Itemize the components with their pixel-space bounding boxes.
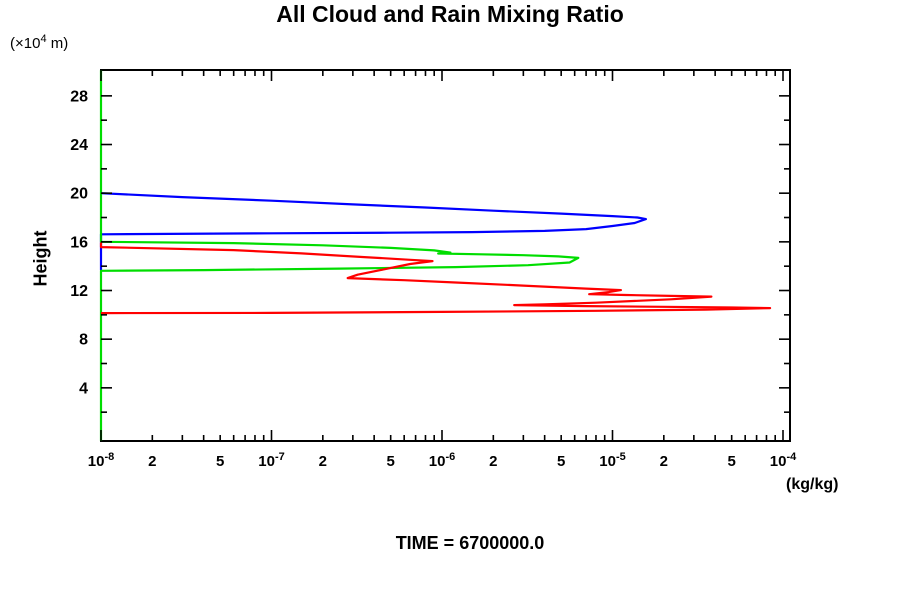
svg-text:24: 24 bbox=[70, 137, 88, 154]
svg-text:20: 20 bbox=[70, 186, 88, 203]
x-axis-unit-label: (kg/kg) bbox=[786, 476, 839, 493]
blue-profile bbox=[99, 192, 648, 271]
axis-ticks bbox=[100, 70, 790, 441]
svg-text:10-5: 10-5 bbox=[599, 451, 625, 470]
svg-text:5: 5 bbox=[387, 453, 395, 470]
svg-text:10-6: 10-6 bbox=[429, 451, 455, 470]
green-profile bbox=[99, 70, 580, 441]
page-title: All Cloud and Rain Mixing Ratio bbox=[276, 1, 624, 27]
svg-text:12: 12 bbox=[70, 283, 88, 300]
svg-text:4: 4 bbox=[79, 380, 88, 397]
svg-text:2: 2 bbox=[489, 453, 497, 470]
y-axis-unit-label: (×104 m) bbox=[10, 33, 69, 52]
svg-text:16: 16 bbox=[70, 234, 88, 251]
svg-text:10-7: 10-7 bbox=[258, 451, 284, 470]
svg-text:8: 8 bbox=[79, 332, 88, 349]
svg-text:10-4: 10-4 bbox=[770, 451, 797, 470]
red-profile bbox=[99, 242, 772, 315]
time-label: TIME = 6700000.0 bbox=[395, 533, 545, 553]
svg-text:2: 2 bbox=[148, 453, 156, 470]
svg-text:2: 2 bbox=[319, 453, 327, 470]
svg-text:5: 5 bbox=[728, 453, 736, 470]
svg-text:10-8: 10-8 bbox=[88, 451, 114, 470]
plot-frame bbox=[100, 69, 791, 442]
svg-text:2: 2 bbox=[660, 453, 668, 470]
svg-text:5: 5 bbox=[216, 453, 224, 470]
svg-text:5: 5 bbox=[557, 453, 565, 470]
axis-tick-labels: 10-8 2 5 10-7 2 5 10-6 2 5 10-5 2 5 10-4 4 8 12 16 20 24 28 bbox=[70, 88, 797, 470]
svg-text:28: 28 bbox=[70, 88, 88, 105]
